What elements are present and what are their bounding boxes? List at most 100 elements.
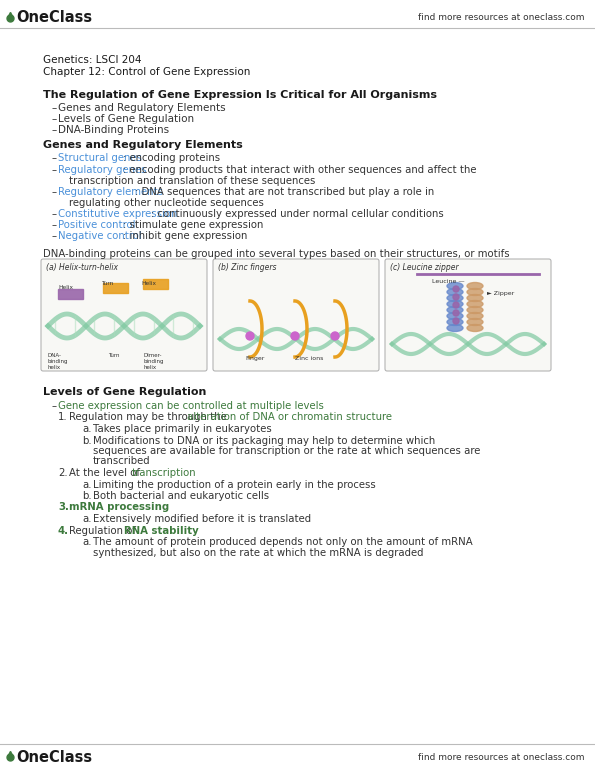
FancyBboxPatch shape [41, 259, 207, 371]
Text: Regulatory elements: Regulatory elements [58, 187, 163, 197]
Text: The Regulation of Gene Expression Is Critical for All Organisms: The Regulation of Gene Expression Is Cri… [43, 90, 437, 100]
Text: The amount of protein produced depends not only on the amount of mRNA: The amount of protein produced depends n… [93, 537, 472, 547]
Ellipse shape [467, 306, 483, 313]
Text: Regulation may be through the: Regulation may be through the [69, 413, 230, 423]
Ellipse shape [467, 319, 483, 326]
Text: DNA-Binding Proteins: DNA-Binding Proteins [58, 125, 169, 135]
Text: Turn: Turn [101, 281, 113, 286]
Text: Regulation of: Regulation of [69, 525, 139, 535]
Text: synthesized, but also on the rate at which the mRNA is degraded: synthesized, but also on the rate at whi… [93, 547, 424, 557]
Text: Chapter 12: Control of Gene Expression: Chapter 12: Control of Gene Expression [43, 67, 250, 77]
Text: a.: a. [82, 480, 92, 490]
Text: 3.: 3. [58, 503, 69, 513]
Ellipse shape [467, 294, 483, 302]
Circle shape [453, 310, 459, 316]
Text: Turn: Turn [108, 353, 120, 358]
Text: Helix: Helix [58, 285, 73, 290]
Text: 1.: 1. [58, 413, 68, 423]
Ellipse shape [447, 300, 463, 307]
Text: –: – [51, 103, 57, 113]
Text: : encoding products that interact with other sequences and affect the: : encoding products that interact with o… [123, 165, 477, 175]
Text: Positive control: Positive control [58, 220, 136, 230]
Text: transcription: transcription [131, 468, 196, 478]
Text: : DNA sequences that are not transcribed but play a role in: : DNA sequences that are not transcribed… [135, 187, 434, 197]
Text: ► Zipper: ► Zipper [487, 291, 514, 296]
Text: Extensively modified before it is translated: Extensively modified before it is transl… [93, 514, 311, 524]
Text: 2.: 2. [58, 468, 68, 478]
Text: Genetics: LSCI 204: Genetics: LSCI 204 [43, 55, 142, 65]
Text: Structural genes: Structural genes [58, 153, 142, 163]
Circle shape [331, 332, 339, 340]
Ellipse shape [467, 283, 483, 290]
Ellipse shape [447, 313, 463, 320]
Text: Genes and Regulatory Elements: Genes and Regulatory Elements [58, 103, 226, 113]
Bar [143, 279, 168, 289]
Ellipse shape [467, 289, 483, 296]
Text: Regulatory genes: Regulatory genes [58, 165, 146, 175]
Circle shape [453, 294, 459, 300]
Ellipse shape [467, 300, 483, 307]
Text: –: – [51, 114, 57, 124]
Text: Levels of Gene Regulation: Levels of Gene Regulation [43, 387, 206, 397]
Text: Genes and Regulatory Elements: Genes and Regulatory Elements [43, 140, 243, 150]
Ellipse shape [447, 283, 463, 290]
Circle shape [453, 302, 459, 308]
Text: Leucine —: Leucine — [432, 279, 465, 284]
Text: Helix: Helix [141, 281, 156, 286]
Text: : stimulate gene expression: : stimulate gene expression [123, 220, 263, 230]
Text: Dimer-
binding
helix: Dimer- binding helix [143, 353, 164, 370]
Ellipse shape [447, 289, 463, 296]
Text: regulating other nucleotide sequences: regulating other nucleotide sequences [69, 198, 264, 208]
Text: 4.: 4. [58, 525, 69, 535]
Circle shape [291, 332, 299, 340]
Text: (c) Leucine zipper: (c) Leucine zipper [390, 263, 459, 272]
Ellipse shape [447, 306, 463, 313]
FancyBboxPatch shape [213, 259, 379, 371]
Ellipse shape [467, 313, 483, 320]
Text: OneClass: OneClass [16, 749, 92, 765]
Text: mRNA processing: mRNA processing [69, 503, 169, 513]
Text: a.: a. [82, 537, 92, 547]
Text: transcription and translation of these sequences: transcription and translation of these s… [69, 176, 315, 186]
Circle shape [453, 318, 459, 324]
Text: : continuously expressed under normal cellular conditions: : continuously expressed under normal ce… [151, 209, 444, 219]
Text: find more resources at oneclass.com: find more resources at oneclass.com [418, 14, 585, 22]
Ellipse shape [467, 324, 483, 332]
Text: Gene expression can be controlled at multiple levels: Gene expression can be controlled at mul… [58, 401, 324, 411]
Text: sequences are available for transcription or the rate at which sequences are: sequences are available for transcriptio… [93, 446, 480, 456]
Text: Constitutive expression: Constitutive expression [58, 209, 177, 219]
Text: –: – [51, 187, 56, 197]
Text: Negative control: Negative control [58, 231, 142, 241]
Text: OneClass: OneClass [16, 11, 92, 25]
Ellipse shape [447, 324, 463, 332]
Text: –: – [51, 153, 56, 163]
Text: –: – [51, 209, 56, 219]
Text: find more resources at oneclass.com: find more resources at oneclass.com [418, 752, 585, 762]
Text: RNA stability: RNA stability [124, 525, 199, 535]
Text: a.: a. [82, 424, 92, 434]
Text: Takes place primarily in eukaryotes: Takes place primarily in eukaryotes [93, 424, 272, 434]
Text: –: – [51, 165, 56, 175]
Text: Modifications to DNA or its packaging may help to determine which: Modifications to DNA or its packaging ma… [93, 436, 436, 446]
Ellipse shape [447, 294, 463, 302]
Text: : inhibit gene expression: : inhibit gene expression [123, 231, 247, 241]
Text: Zinc ions: Zinc ions [295, 356, 323, 361]
Text: Both bacterial and eukaryotic cells: Both bacterial and eukaryotic cells [93, 491, 269, 501]
Text: Limiting the production of a protein early in the process: Limiting the production of a protein ear… [93, 480, 376, 490]
Text: b.: b. [82, 436, 92, 446]
Bar [58, 289, 83, 299]
Text: transcribed: transcribed [93, 457, 151, 467]
Circle shape [453, 286, 459, 292]
Text: At the level of: At the level of [69, 468, 143, 478]
Text: (a) Helix-turn-helix: (a) Helix-turn-helix [46, 263, 118, 272]
Circle shape [246, 332, 254, 340]
Text: DNA-
binding
helix: DNA- binding helix [48, 353, 68, 370]
Text: : encoding proteins: : encoding proteins [123, 153, 220, 163]
FancyBboxPatch shape [385, 259, 551, 371]
Bar [103, 283, 128, 293]
Ellipse shape [447, 319, 463, 326]
Text: a.: a. [82, 514, 92, 524]
Text: b.: b. [82, 491, 92, 501]
Text: –: – [51, 220, 56, 230]
Text: DNA-binding proteins can be grouped into several types based on their structures: DNA-binding proteins can be grouped into… [43, 249, 510, 259]
